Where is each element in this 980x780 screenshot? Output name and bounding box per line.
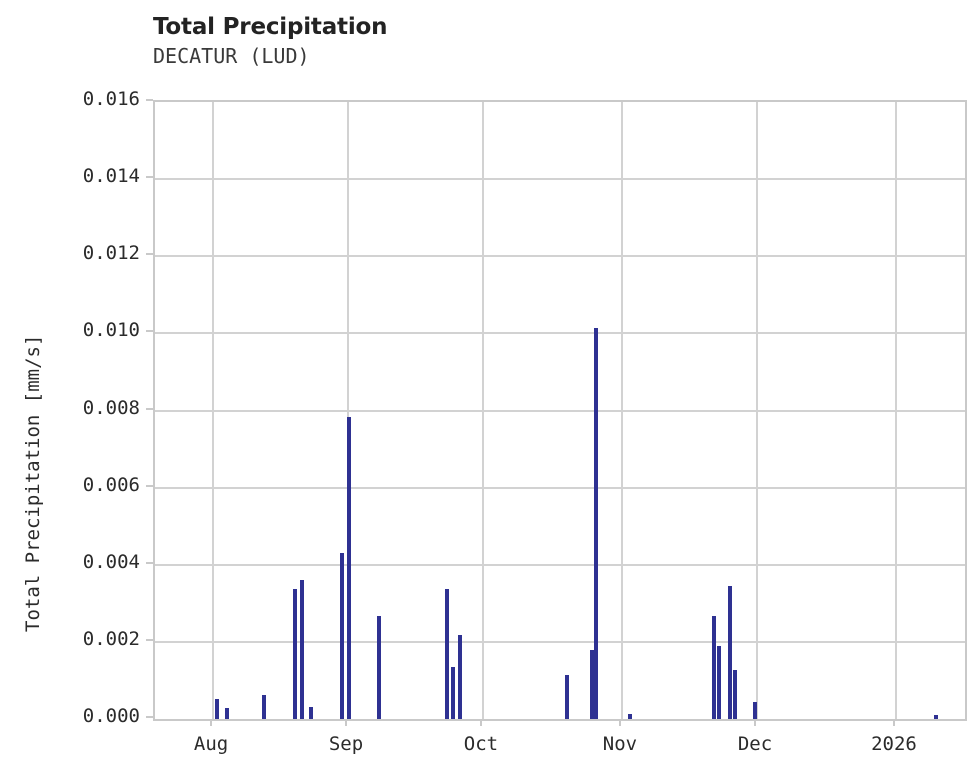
bar [589,650,594,719]
gridline-vertical [212,102,215,719]
title-block: Total Precipitation DECATUR (LUD) [153,12,387,69]
bar [346,417,351,719]
bar [934,715,938,719]
gridline-horizontal [155,409,965,412]
x-tick-label: Oct [463,733,499,755]
gridline-horizontal [155,640,965,643]
bar [752,701,757,719]
bar [214,698,219,719]
bar [450,666,455,719]
x-tickmark [753,719,756,726]
y-axis-tick-labels: 0.000 0.002 0.004 0.006 0.008 0.010 0.012 0.014… [0,0,140,780]
x-tickmark [479,719,482,726]
gridline-horizontal [155,486,965,489]
y-tick-label: 0.002 [82,627,140,650]
bar [457,634,462,719]
x-tick-label: Nov [602,733,638,755]
gridline-horizontal [155,255,965,258]
bar [340,553,345,719]
y-tick-label: 0.006 [82,473,140,496]
y-tick-label: 0.008 [82,396,140,419]
y-tickmark [146,561,153,564]
x-tick-label: Aug [193,733,229,755]
y-tickmark [146,407,153,410]
page-title: Total Precipitation [153,14,388,40]
bar [445,589,449,719]
x-tickmark [618,719,621,726]
y-tickmark [146,176,153,179]
gridline-vertical [481,102,484,719]
chart-subtitle: DECATUR (LUD) [153,44,310,68]
y-tickmark [146,716,153,718]
plot-area [153,100,967,721]
bar [225,708,229,719]
x-tick-label: Sep [328,733,364,755]
bar [627,714,632,719]
y-tickmark [146,330,153,333]
y-tick-label: 0.014 [82,165,140,188]
bar [376,616,381,719]
bar [262,694,267,719]
gridline-horizontal [155,178,965,181]
y-tickmark [146,484,153,487]
x-tick-label: 2026 [871,733,917,755]
gridline-vertical [620,102,623,719]
y-tick-label: 0.012 [82,242,140,265]
gridline-vertical [755,102,758,719]
gridline-horizontal [155,332,965,335]
y-tick-label: 0.000 [82,705,140,727]
bar [732,669,737,719]
y-tickmark [146,99,153,101]
y-tick-label: 0.016 [82,88,140,110]
bar [717,645,721,719]
bar [711,616,716,719]
x-tickmark [345,719,348,726]
x-tick-label: Dec [737,733,773,755]
bar [309,707,313,719]
gridline-vertical [347,102,350,719]
x-tickmark [210,719,213,726]
y-tick-label: 0.004 [82,550,140,573]
bar [728,585,733,719]
bar [292,589,297,719]
bar [593,328,598,719]
bar [564,674,569,719]
y-tick-label: 0.010 [82,319,140,342]
gridline-vertical [894,102,897,719]
gridline-horizontal [155,563,965,566]
y-tickmark [146,253,153,256]
bar [300,580,304,719]
x-tickmark [892,719,895,726]
y-tickmark [146,638,153,641]
